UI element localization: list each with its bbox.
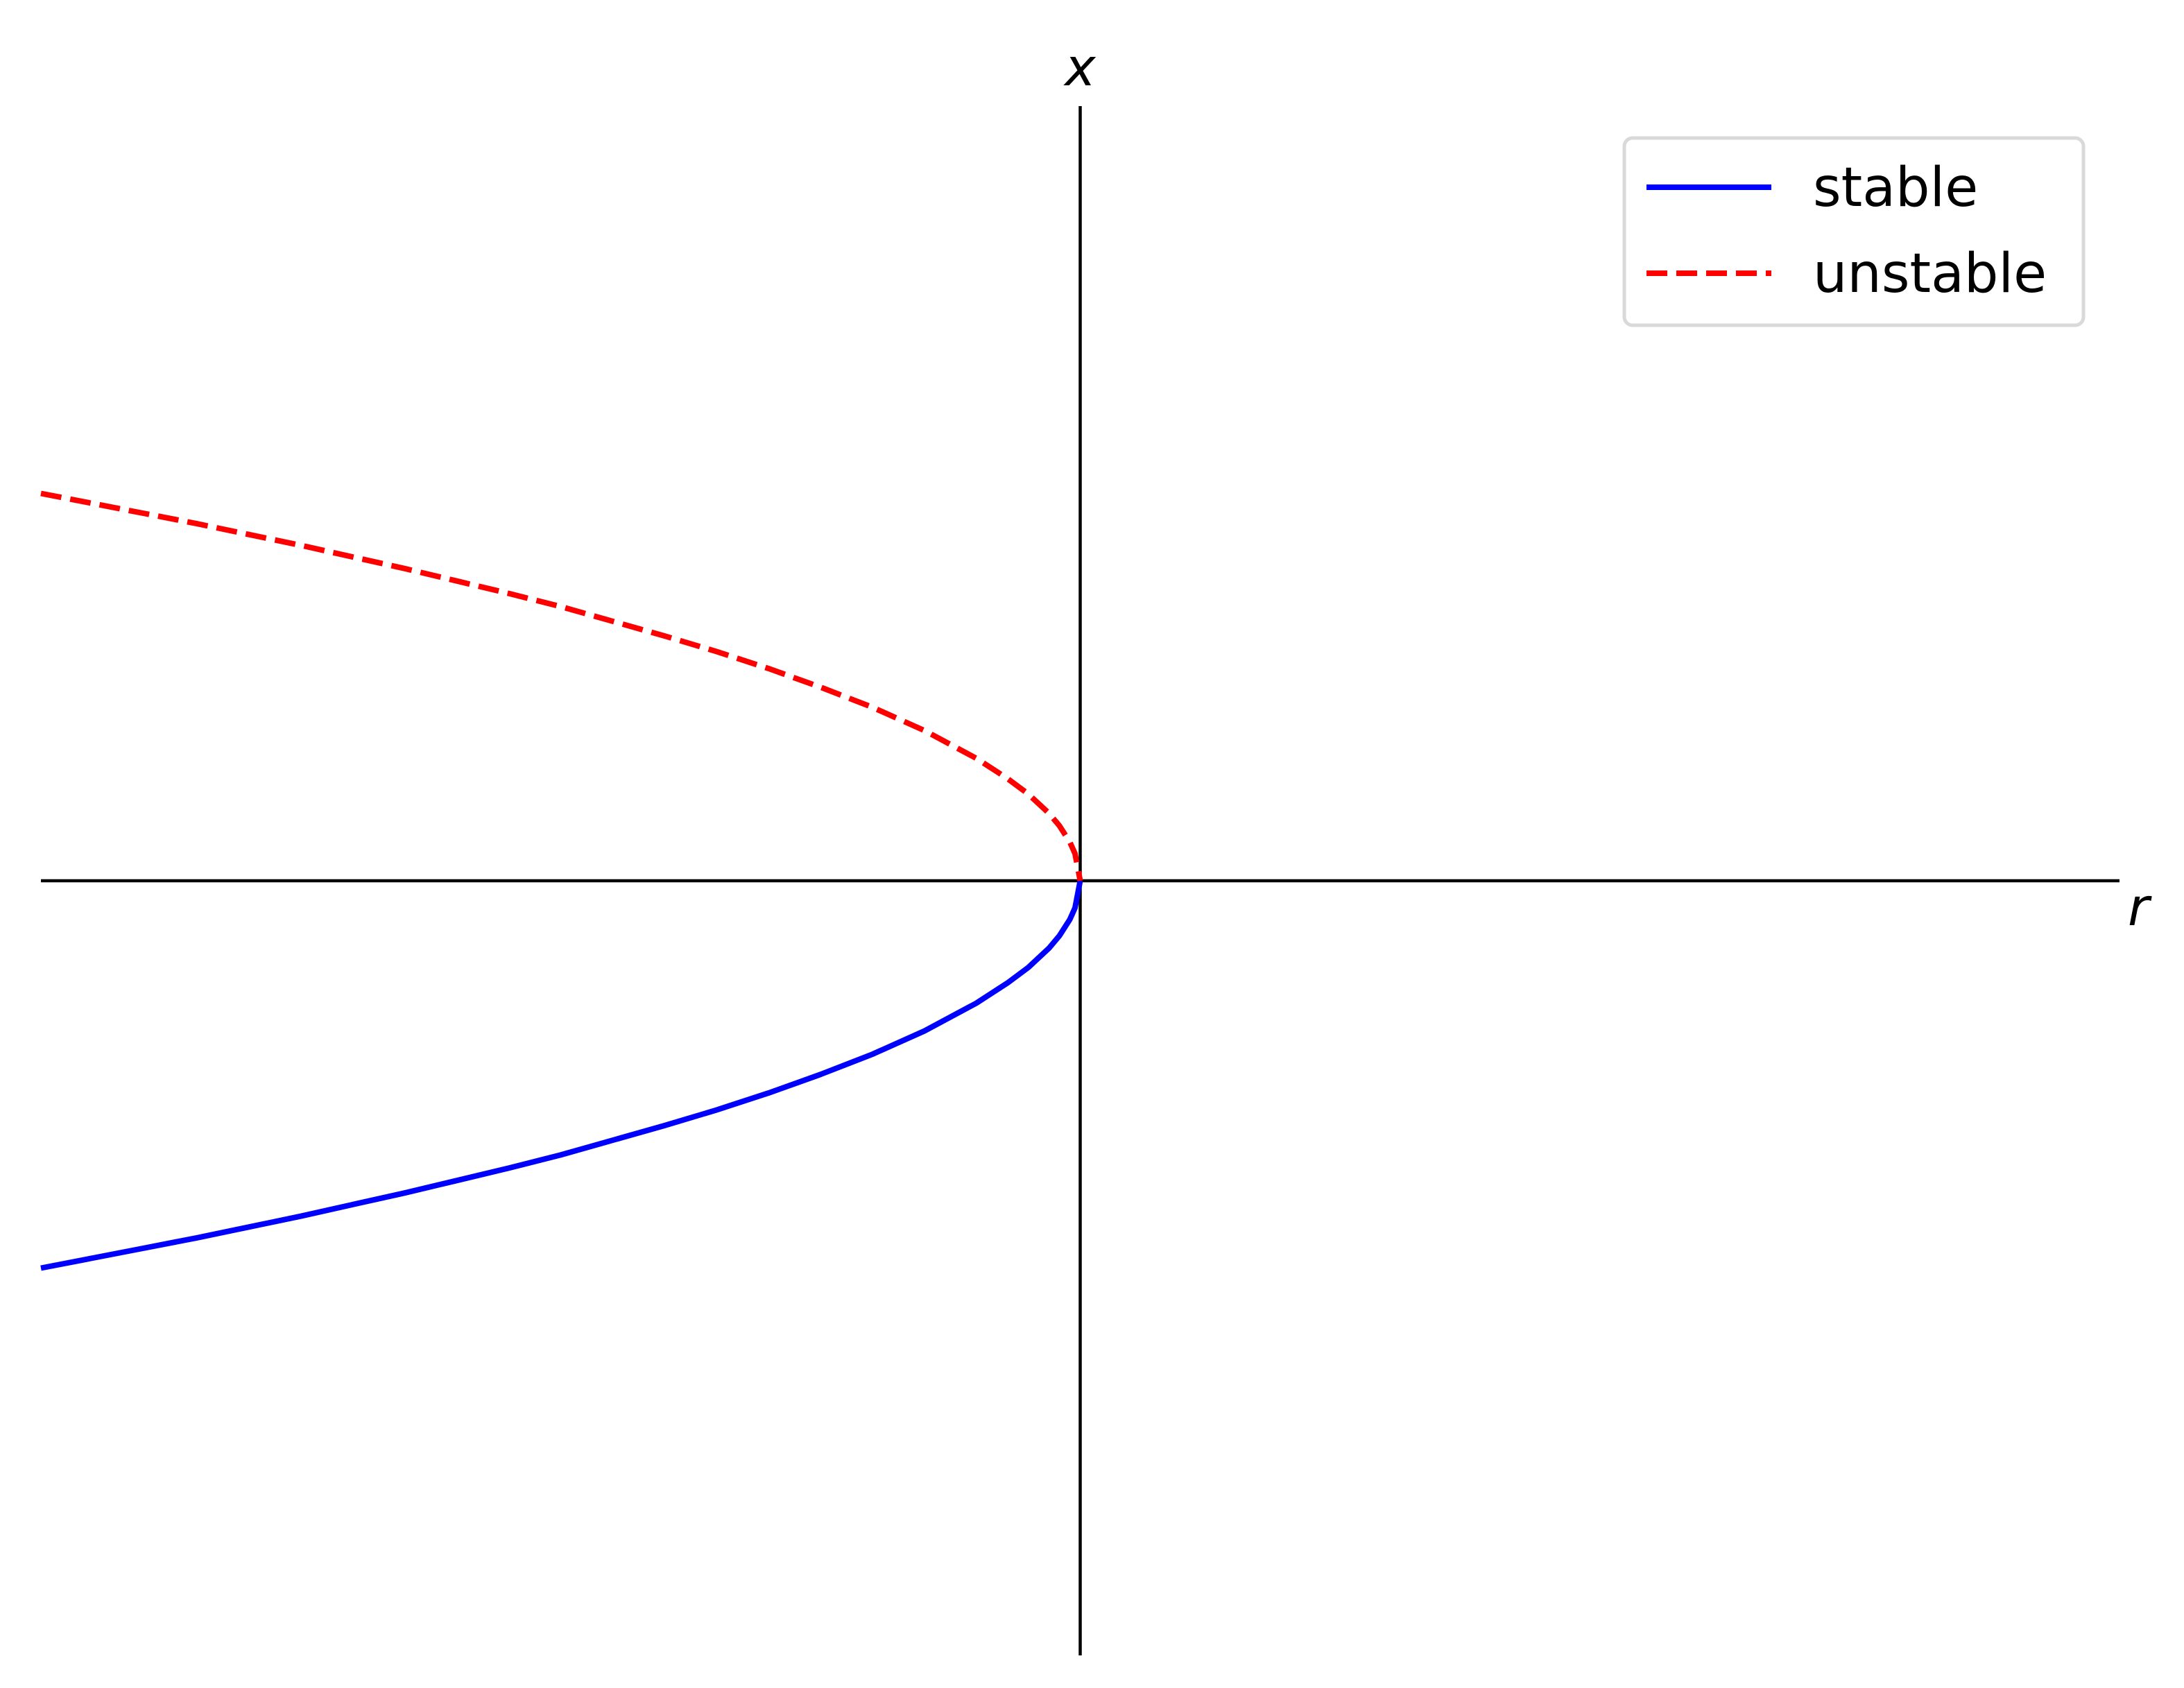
- legend-entry-stable: stable: [1646, 157, 1978, 219]
- legend-entry-unstable: unstable: [1646, 243, 2047, 305]
- plot-area: [40, 106, 2119, 1655]
- legend-label-unstable: unstable: [1813, 243, 2047, 305]
- x-axis-label: r: [2128, 877, 2152, 938]
- series-layer: [40, 490, 1083, 1271]
- series-line-stable: [40, 880, 1083, 1271]
- legend-entries: stable unstable: [1646, 157, 2047, 305]
- series-line-unstable: [40, 490, 1083, 881]
- y-axis-label: x: [1063, 37, 1096, 98]
- legend: stable unstable: [1622, 136, 2086, 327]
- legend-label-stable: stable: [1813, 157, 1978, 219]
